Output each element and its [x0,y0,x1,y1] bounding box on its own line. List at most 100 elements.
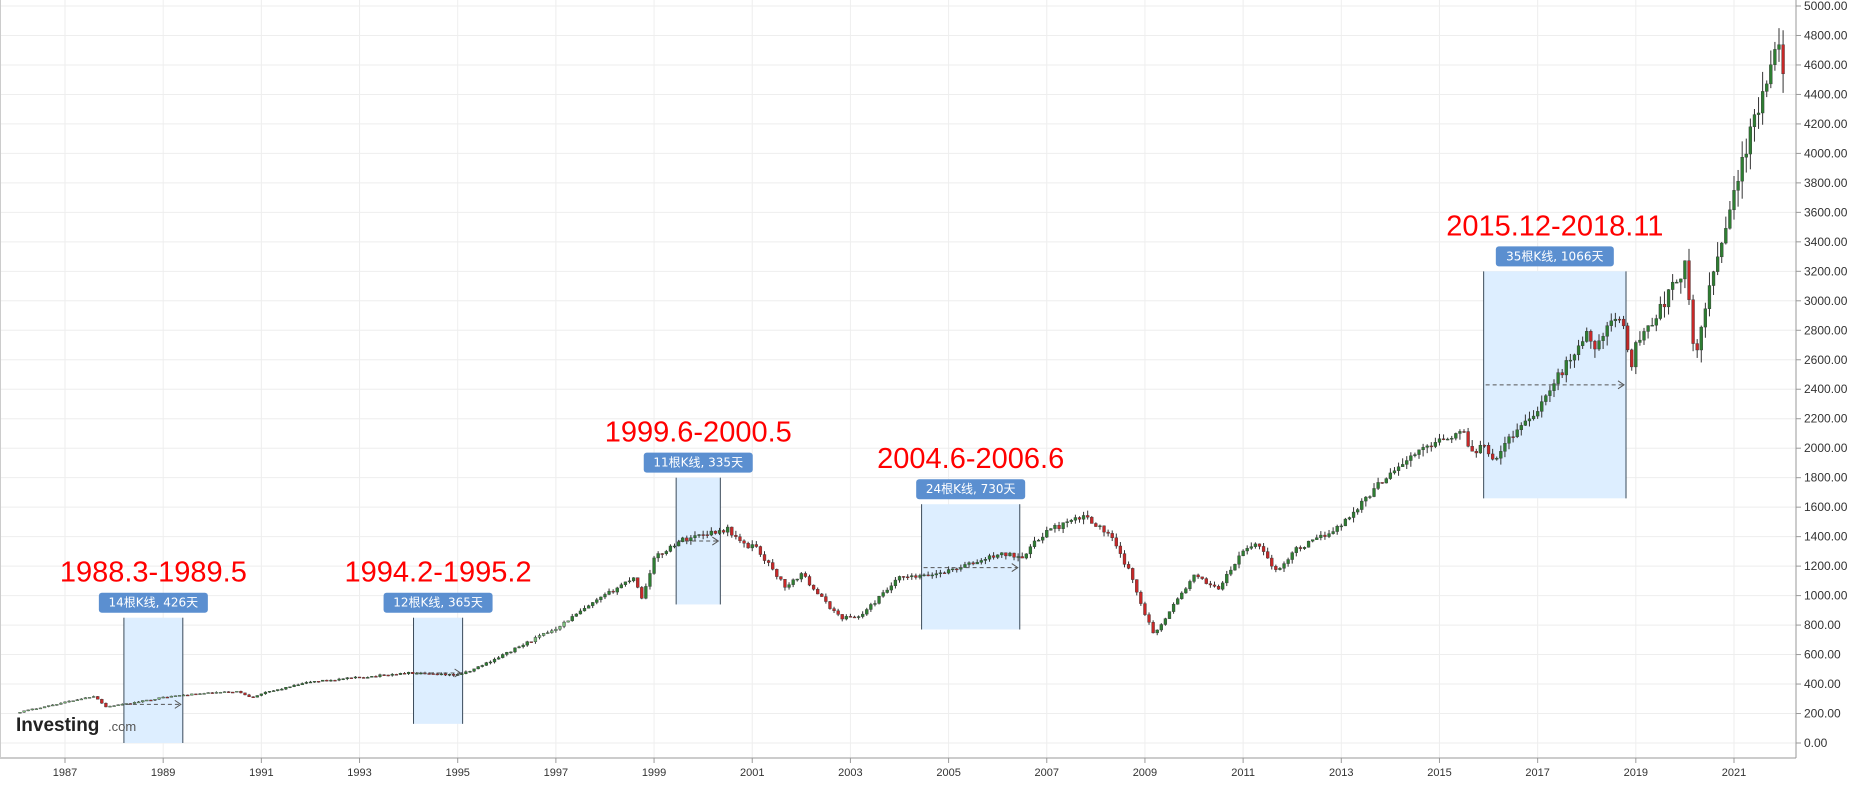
candle [439,672,443,676]
candle-body [509,651,513,654]
candle-body [566,620,570,623]
candle-body [1106,531,1110,534]
candle-body [685,537,689,541]
candle [63,701,67,704]
period-label: 1994.2-1995.2 [345,557,532,589]
candle-body [259,693,263,696]
candle-body [844,616,848,620]
candle-body [1589,331,1593,342]
candle [1458,429,1462,440]
candle [300,682,304,686]
candle-body [1666,289,1671,308]
range-badge [643,452,753,473]
candle [235,690,239,693]
y-tick-label: 1400.00 [1804,530,1848,544]
candle [509,651,513,654]
x-tick-label: 2005 [936,767,960,779]
candle-body [1094,523,1098,527]
candle [1069,518,1073,524]
candle [296,683,300,687]
candle [1756,97,1761,129]
candle [668,544,673,553]
candle [1552,379,1556,398]
candle-body [1638,339,1642,343]
x-axis-ticks: 1987 1989 1991 1993 1995 1997 1999 2001 2003 2005… [53,758,1746,779]
candle [1687,248,1691,305]
candle [951,568,955,572]
candle [631,577,636,583]
candle [100,698,104,704]
candle [1699,325,1703,363]
candle-body [116,704,120,706]
candle [1004,552,1008,560]
candle-body [586,605,591,609]
candle [108,705,112,708]
candle [34,708,38,710]
candle-body [517,646,521,649]
candle [1417,449,1421,459]
candle-body [38,707,43,710]
candle [1135,579,1139,596]
candle-body [431,673,435,675]
candle [730,526,734,538]
candle [226,691,231,693]
candle [341,678,345,681]
candle-body [783,579,787,588]
annotation-labels: 14根K线, 426天 1988.3-1989.5 12根K线, 365天 1994.… [60,210,1663,613]
candle [1294,545,1298,557]
candle [505,651,509,657]
candle [693,531,697,542]
range-badge-text: 11根K线, 335天 [653,456,743,470]
candle [1486,442,1491,457]
candle [1270,554,1274,570]
candle-body [885,589,889,593]
candle [325,679,329,682]
candle-body [1552,383,1556,391]
candle [247,693,251,698]
candle-body [1429,445,1433,448]
candle [541,632,546,637]
candle [472,668,476,673]
candle [419,671,423,675]
candle-body [1323,534,1327,537]
candle-body [333,679,337,682]
y-tick-label: 600.00 [1804,648,1841,662]
candle-body [1073,517,1078,521]
candle-body [1163,618,1168,625]
candle-body [468,671,472,673]
candle [697,534,701,538]
candle-body [623,581,628,585]
candle-body [284,687,288,690]
candle-body [603,594,607,598]
candle-body [627,580,632,583]
x-tick-label: 1997 [544,767,568,779]
candle-body [1266,551,1270,559]
candle-body [717,530,722,534]
candle-body [1761,91,1765,114]
candle-body [779,576,783,580]
candle-body [374,676,378,678]
candle-body [1004,552,1008,557]
candle-body [1380,482,1384,484]
candle-body [697,534,701,536]
candle [1216,584,1221,590]
candle [1380,482,1384,484]
candle-body [1474,451,1478,454]
candle-body [1462,431,1466,433]
candle [1781,30,1785,93]
candle [1446,437,1450,441]
candle [546,630,550,635]
candle-body [26,709,30,712]
candle-body [1744,153,1748,158]
candle-body [550,630,554,633]
candle [263,691,268,695]
candle [983,557,988,565]
range-badge [383,592,493,613]
candle-body [996,554,1000,558]
candle [18,712,22,714]
candle-body [18,712,22,714]
measure-arrow [415,668,462,678]
candle-body [873,603,877,605]
candle-body [1519,425,1523,431]
candle [869,602,873,612]
